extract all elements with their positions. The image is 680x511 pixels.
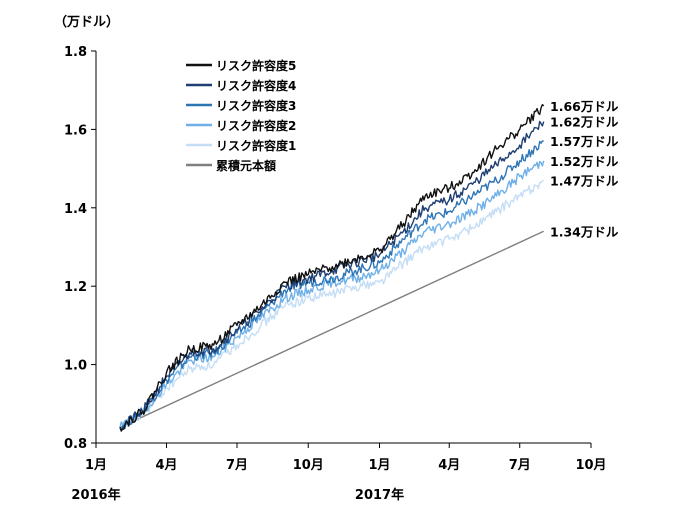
x-tick-label: 4月	[155, 458, 177, 473]
year-label: 2017年	[355, 487, 404, 503]
x-tick-label: 1月	[368, 458, 390, 473]
series-line-リスク許容度4	[119, 120, 545, 432]
series-line-リスク許容度1	[119, 179, 545, 428]
y-tick-label: 1.4	[64, 202, 87, 217]
x-tick-label: 7月	[509, 458, 531, 473]
year-label: 2016年	[71, 487, 120, 503]
y-tick-label: 1.8	[64, 45, 87, 60]
y-tick-label: 0.8	[64, 437, 87, 452]
series-line-リスク許容度3	[119, 140, 544, 432]
y-unit-label: （万ドル）	[54, 14, 119, 30]
legend-label: リスク許容度5	[216, 58, 296, 73]
legend: リスク許容度5 リスク許容度4 リスク許容度3 リスク許容度2 リスク許容度1 累積元本額	[186, 58, 296, 173]
axes: 0.8 1.0 1.2 1.4 1.6 1.8 1月 4月 7月 10月 1月 4月 7月 10月 2016…	[64, 45, 607, 503]
series-line-累積元本額	[119, 230, 544, 428]
series-layer	[119, 104, 545, 432]
legend-label: リスク許容度1	[216, 138, 296, 153]
legend-label: 累積元本額	[216, 158, 276, 173]
x-tick-label: 7月	[226, 458, 248, 473]
end-label-リスク許容度3: 1.57万ドル	[550, 134, 619, 149]
y-tick-label: 1.6	[64, 123, 87, 138]
legend-label: リスク許容度2	[216, 118, 296, 133]
legend-label: リスク許容度4	[216, 78, 296, 93]
end-label-リスク許容度1: 1.47万ドル	[550, 173, 619, 188]
end-label-リスク許容度2: 1.52万ドル	[550, 154, 619, 169]
legend-label: リスク許容度3	[216, 98, 296, 113]
y-tick-label: 1.2	[64, 280, 87, 295]
end-label-累積元本額: 1.34万ドル	[550, 224, 619, 239]
y-tick-label: 1.0	[64, 359, 87, 374]
x-tick-label: 1月	[85, 458, 107, 473]
x-tick-label: 10月	[575, 458, 606, 473]
x-tick-label: 4月	[438, 458, 460, 473]
series-line-リスク許容度2	[119, 160, 545, 428]
end-label-リスク許容度4: 1.62万ドル	[550, 115, 619, 130]
series-line-リスク許容度5	[119, 104, 545, 432]
x-tick-label: 10月	[293, 458, 324, 473]
end-label-リスク許容度5: 1.66万ドル	[550, 99, 619, 114]
